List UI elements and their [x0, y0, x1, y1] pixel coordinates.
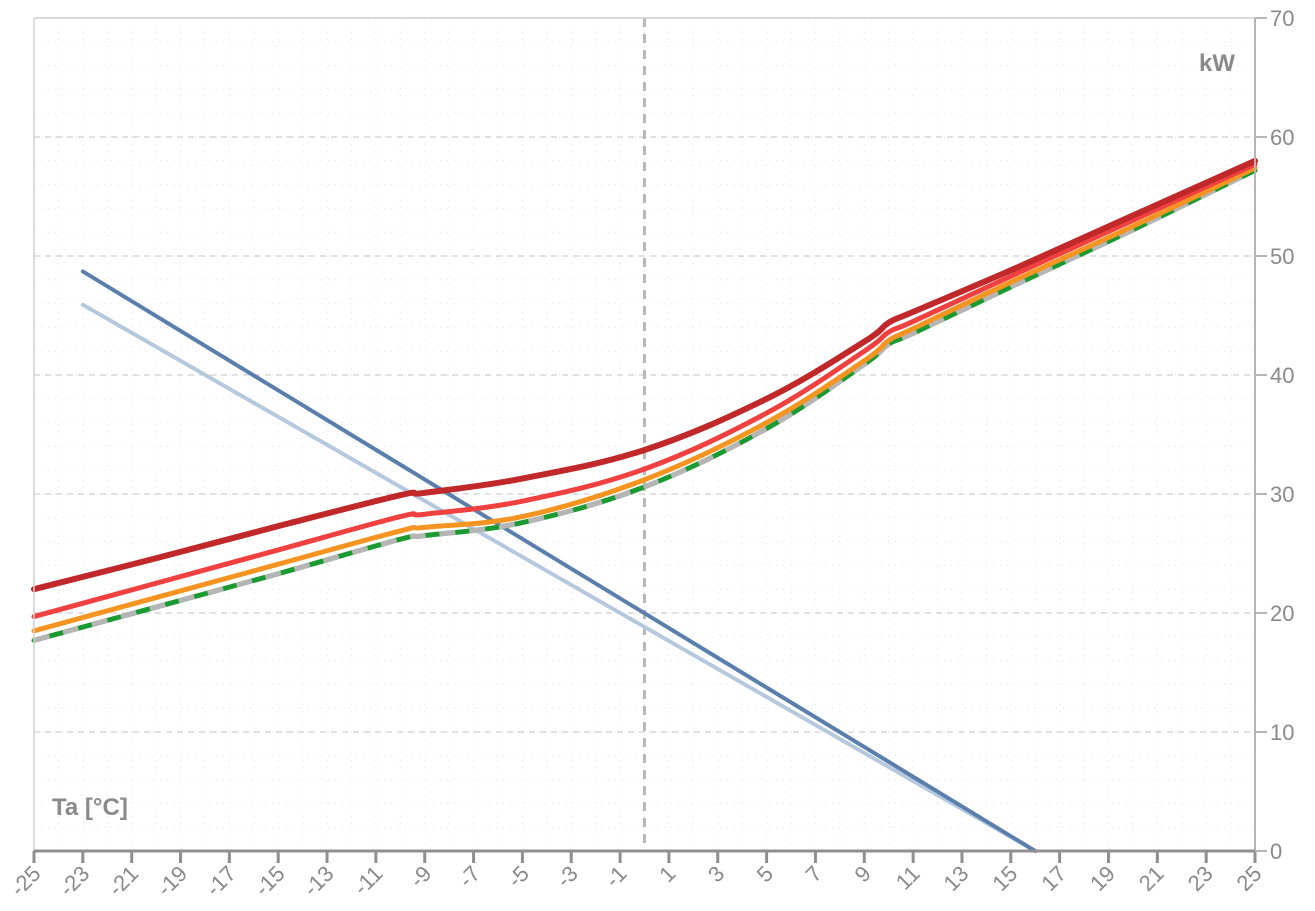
x-tick-label: 19 [1085, 861, 1120, 896]
y-axis-ticks: 0 10 20 30 40 50 60 70 [1255, 6, 1294, 864]
x-tick-label: 11 [891, 861, 925, 895]
x-tick-label: -21 [103, 861, 143, 901]
x-tick-label: -7 [454, 861, 486, 893]
series-line-3 [31, 165, 1258, 634]
x-tick-label: -13 [298, 861, 338, 901]
series-line-6 [80, 302, 1038, 853]
x-tick-label: 5 [752, 861, 778, 887]
series-line-2 [31, 161, 1258, 620]
x-tick-label: 3 [703, 861, 729, 887]
y-tick-label: 20 [1270, 601, 1294, 626]
x-tick-label: -25 [5, 861, 45, 901]
series-layer [31, 157, 1258, 853]
series-line-4-dash [33, 168, 1257, 643]
x-tick-label: 1 [654, 861, 680, 887]
y-tick-label: 50 [1270, 244, 1294, 269]
x-tick-label: -9 [405, 861, 437, 893]
x-tick-label: 23 [1183, 861, 1218, 896]
x-tick-label: 17 [1036, 861, 1071, 896]
x-tick-label: -23 [54, 861, 94, 901]
x-tick-label: -5 [502, 861, 534, 893]
x-tick-label: -17 [201, 861, 241, 901]
x-tick-label: -19 [152, 861, 192, 901]
x-tick-label: -11 [348, 861, 387, 900]
y-tick-label: 70 [1270, 6, 1294, 31]
x-tick-label: 13 [939, 861, 974, 896]
x-tick-label: -3 [551, 861, 583, 893]
series-line-5 [80, 269, 1038, 853]
axes [33, 17, 1256, 853]
y-axis-label: kW [1199, 50, 1235, 77]
x-axis-ticks: -25 -23 -21 -19 -17 -15 -13 -11 -9 -7 -5 -3 -1 1 3 5 7 9 1… [5, 851, 1267, 901]
x-tick-label: -1 [600, 861, 632, 893]
x-tick-label: 7 [801, 861, 827, 887]
x-tick-label: 21 [1134, 861, 1169, 896]
x-axis-label: Ta [°C] [52, 794, 128, 821]
y-tick-label: 30 [1270, 482, 1294, 507]
series-line-1 [31, 157, 1258, 593]
x-tick-label: 9 [849, 861, 875, 887]
y-tick-label: 60 [1270, 125, 1294, 150]
x-tick-label: 15 [987, 861, 1022, 896]
y-tick-label: 0 [1270, 839, 1282, 864]
y-tick-label: 40 [1270, 363, 1294, 388]
y-tick-label: 10 [1270, 720, 1294, 745]
x-tick-label: -15 [250, 861, 290, 901]
x-tick-label: 25 [1232, 861, 1267, 896]
